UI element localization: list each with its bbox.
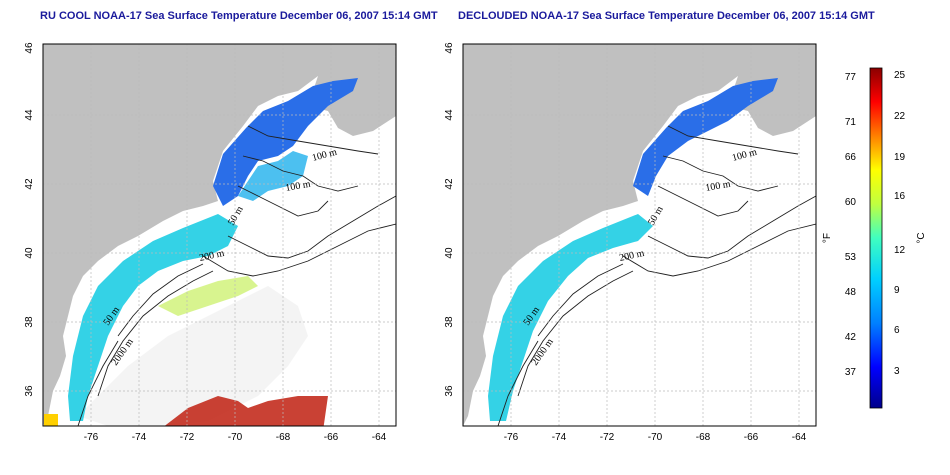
y-tick-label: 46 bbox=[24, 42, 35, 54]
right-sst-map: 100 m 100 m 50 m 200 m 50 m 2000 m -76 -… bbox=[444, 42, 817, 443]
sst-field-cyan bbox=[238, 151, 308, 201]
x-tick-label: -72 bbox=[180, 432, 195, 443]
y-tick-label: 38 bbox=[24, 316, 35, 328]
x-tick-label: -74 bbox=[552, 432, 567, 443]
x-tick-label: -70 bbox=[648, 432, 663, 443]
y-tick-label: 42 bbox=[24, 178, 35, 190]
fahrenheit-tick: 37 bbox=[845, 367, 857, 378]
x-tick-label: -76 bbox=[504, 432, 519, 443]
temperature-colorbar: 77 71 66 60 53 48 42 37 25 22 19 16 12 9… bbox=[822, 67, 927, 409]
land-mass bbox=[43, 44, 396, 426]
y-tick-label: 40 bbox=[24, 247, 35, 259]
land-mass bbox=[728, 56, 816, 136]
celsius-tick: 16 bbox=[894, 191, 906, 202]
celsius-tick: 19 bbox=[894, 152, 906, 163]
colorbar-gradient bbox=[869, 67, 883, 409]
x-tick-label: -64 bbox=[792, 432, 807, 443]
right-map-title: DECLOUDED NOAA-17 Sea Surface Temperatur… bbox=[458, 10, 875, 22]
left-map-title: RU COOL NOAA-17 Sea Surface Temperature … bbox=[40, 10, 438, 22]
y-tick-label: 40 bbox=[444, 247, 455, 259]
contour-label: 100 m bbox=[285, 179, 312, 194]
x-tick-label: -72 bbox=[600, 432, 615, 443]
celsius-tick: 25 bbox=[894, 70, 906, 81]
land-mass bbox=[463, 44, 816, 426]
fahrenheit-tick: 77 bbox=[845, 72, 857, 83]
celsius-tick: 6 bbox=[894, 325, 900, 336]
x-tick-label: -64 bbox=[372, 432, 387, 443]
celsius-tick: 12 bbox=[894, 245, 906, 256]
celsius-tick: 3 bbox=[894, 366, 900, 377]
fahrenheit-tick: 53 bbox=[845, 252, 857, 263]
y-tick-label: 38 bbox=[444, 316, 455, 328]
x-tick-label: -76 bbox=[84, 432, 99, 443]
sst-field-shelf bbox=[488, 214, 653, 421]
left-sst-map: 100 m 100 m 50 m 200 m 50 m 2000 m -76 -… bbox=[24, 42, 397, 443]
land-mass bbox=[308, 56, 396, 136]
sst-field-shelf bbox=[68, 214, 238, 421]
x-tick-label: -74 bbox=[132, 432, 147, 443]
celsius-tick: 9 bbox=[894, 285, 900, 296]
sst-field-shelf-blue bbox=[633, 78, 778, 196]
fahrenheit-tick: 60 bbox=[845, 197, 857, 208]
x-tick-label: -66 bbox=[324, 432, 339, 443]
fahrenheit-tick: 48 bbox=[845, 287, 857, 298]
contour-label: 100 m bbox=[705, 179, 732, 194]
fahrenheit-tick: 66 bbox=[845, 152, 857, 163]
contour-label: 200 m bbox=[618, 248, 645, 264]
x-tick-label: -70 bbox=[228, 432, 243, 443]
fahrenheit-tick: 42 bbox=[845, 332, 857, 343]
celsius-unit-label: °C bbox=[916, 232, 927, 243]
contour-label: 200 m bbox=[198, 248, 225, 264]
fahrenheit-unit-label: °F bbox=[822, 233, 833, 243]
y-tick-label: 36 bbox=[444, 385, 455, 397]
sst-field-shelf-blue bbox=[213, 78, 358, 206]
y-tick-label: 36 bbox=[24, 385, 35, 397]
y-tick-label: 44 bbox=[24, 109, 35, 121]
x-tick-label: -68 bbox=[276, 432, 291, 443]
x-tick-label: -66 bbox=[744, 432, 759, 443]
celsius-tick: 22 bbox=[894, 111, 906, 122]
sst-field-yellowgreen bbox=[158, 276, 258, 316]
y-tick-label: 46 bbox=[444, 42, 455, 54]
y-tick-label: 42 bbox=[444, 178, 455, 190]
sst-field-red bbox=[164, 396, 328, 426]
fahrenheit-tick: 71 bbox=[845, 117, 857, 128]
y-tick-label: 44 bbox=[444, 109, 455, 121]
x-tick-label: -68 bbox=[696, 432, 711, 443]
